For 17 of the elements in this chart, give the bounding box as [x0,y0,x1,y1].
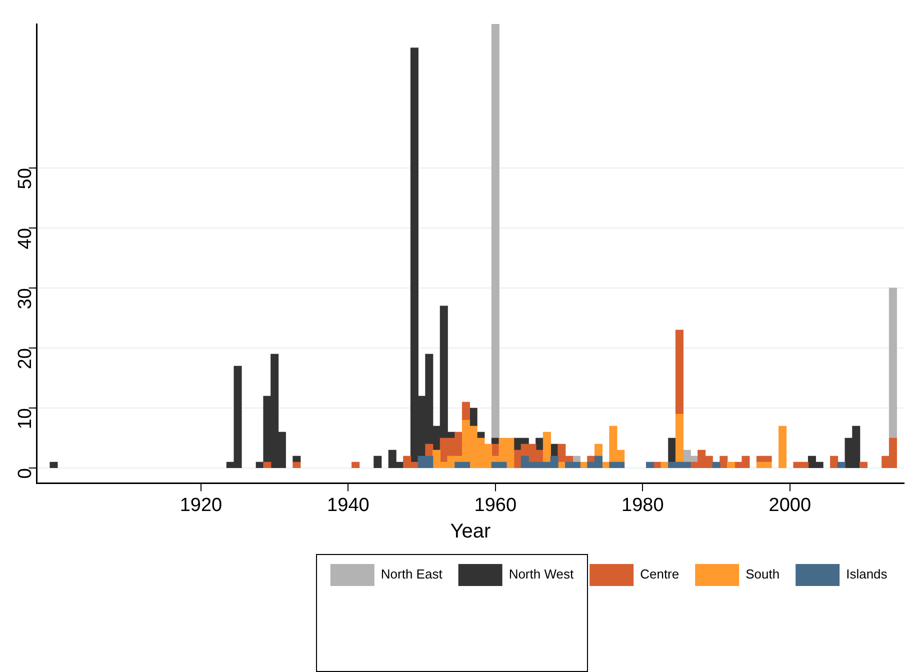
y-tick-label: 20 [15,348,36,370]
legend-label: North East [380,566,443,582]
x-tick-label: 1940 [327,494,370,516]
x-tick-label: 1960 [474,494,517,516]
x-axis-title: Year [450,520,491,543]
x-tick-label: 2000 [768,494,812,516]
y-tick-label: 40 [15,228,36,250]
legend-label: Centre [640,566,680,582]
legend-label: South [746,566,780,582]
legend-label: Islands [846,566,888,582]
x-tick-label: 1980 [622,494,664,516]
y-tick-label: 10 [15,408,36,430]
y-tick-label: 30 [15,288,36,310]
y-tick-label: 0 [15,468,36,479]
x-tick-label: 1920 [180,494,222,516]
legend-label: North West [508,566,574,582]
y-tick-label: 50 [15,168,36,190]
